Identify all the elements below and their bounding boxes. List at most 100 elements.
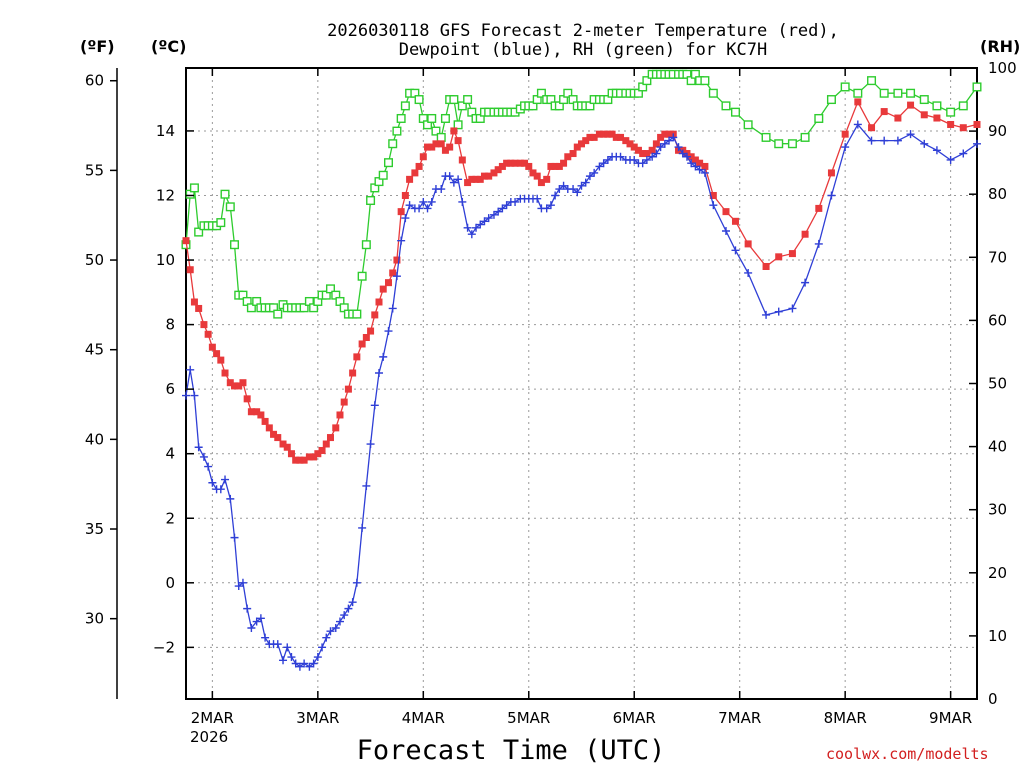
- dewpoint-point: [419, 197, 428, 206]
- dewpoint-point: [480, 217, 489, 226]
- rh-tick-label: 20: [988, 564, 1007, 582]
- dewpoint-point: [261, 633, 270, 642]
- dewpoint-point: [370, 401, 379, 410]
- rh-tick-label: 30: [988, 501, 1007, 519]
- dewpoint-point: [204, 462, 213, 471]
- dewpoint-point: [880, 136, 889, 145]
- temperature-point: [880, 108, 888, 116]
- dewpoint-point: [788, 304, 797, 313]
- dewpoint-point: [208, 478, 217, 487]
- dewpoint-point: [247, 623, 256, 632]
- dewpoint-point: [454, 175, 463, 184]
- temperature-point: [186, 266, 194, 274]
- rh-point: [972, 82, 982, 92]
- temperature-point: [691, 156, 699, 164]
- rh-point: [867, 76, 877, 86]
- temperature-point: [393, 256, 401, 264]
- rh-point: [366, 196, 376, 206]
- temperature-point: [907, 101, 915, 109]
- dewpoint-point: [401, 214, 410, 223]
- dewpoint-point: [642, 155, 651, 164]
- dewpoint-point: [595, 162, 604, 171]
- temperature-point: [235, 382, 243, 390]
- temperature-point: [696, 159, 704, 167]
- dewpoint-point: [691, 162, 700, 171]
- dewpoint-point: [226, 494, 235, 503]
- temperature-point: [604, 130, 612, 138]
- temperature-point: [634, 146, 642, 154]
- rh-tick-label: 0: [988, 690, 998, 708]
- temperature-point: [709, 191, 717, 199]
- dewpoint-point: [827, 191, 836, 200]
- dewpoint-point: [199, 452, 208, 461]
- temperature-point: [305, 453, 313, 461]
- dewpoint-point: [344, 604, 353, 613]
- temperature-point: [322, 440, 330, 448]
- temperature-point: [578, 140, 585, 148]
- temperature-point: [371, 311, 379, 319]
- temperature-point: [300, 456, 308, 464]
- dewpoint-point: [599, 159, 608, 168]
- celsius-tick-label: 12: [156, 186, 175, 204]
- dewpoint-point: [546, 201, 555, 210]
- dewpoint-point: [463, 223, 472, 232]
- rh-point: [826, 95, 836, 105]
- temperature-point: [182, 237, 190, 245]
- dewpoint-point: [331, 623, 340, 632]
- temperature-point: [573, 143, 581, 151]
- series-line-temperature: [185, 100, 978, 461]
- temperature-point: [894, 114, 902, 122]
- series-line-dewpoint: [185, 123, 978, 668]
- rh-point: [225, 202, 235, 212]
- temperature-point: [503, 159, 511, 167]
- rh-point: [906, 88, 916, 98]
- dewpoint-point: [932, 146, 941, 155]
- dewpoint-point: [476, 220, 485, 229]
- temperature-point: [854, 98, 862, 106]
- x-tick-label: 9MAR: [929, 709, 972, 727]
- temperature-point: [292, 456, 300, 464]
- temperature-point: [406, 175, 414, 183]
- fahrenheit-tick-label: 45: [85, 341, 104, 359]
- temperature-point: [560, 159, 568, 167]
- temperature-point: [973, 120, 981, 128]
- rh-point: [392, 126, 402, 136]
- dewpoint-point: [405, 201, 414, 210]
- dewpoint-point: [291, 659, 300, 668]
- temperature-point: [279, 440, 287, 448]
- rh-tick-label: 40: [988, 438, 1007, 456]
- temperature-point: [367, 327, 375, 335]
- temperature-point: [687, 153, 695, 161]
- dewpoint-point: [581, 178, 590, 187]
- temperature-point: [498, 162, 506, 170]
- temperature-point: [827, 169, 835, 177]
- rh-tick-label: 60: [988, 311, 1007, 329]
- dewpoint-point: [358, 523, 367, 532]
- dewpoint-point: [569, 185, 578, 194]
- rh-point: [220, 189, 230, 199]
- dewpoint-point: [252, 617, 261, 626]
- temperature-point: [340, 398, 348, 406]
- unit-fahrenheit-label: (ºF): [80, 37, 115, 56]
- dewpoint-point: [348, 598, 357, 607]
- dewpoint-point: [551, 191, 560, 200]
- temperature-point: [270, 430, 278, 438]
- rh-point: [730, 107, 740, 117]
- rh-tick-label: 70: [988, 248, 1007, 266]
- dewpoint-point: [652, 149, 661, 158]
- dewpoint-point: [437, 185, 446, 194]
- rh-point: [299, 303, 309, 313]
- x-axis-title: Forecast Time (UTC): [357, 735, 666, 766]
- source-credit: coolwx.com/modelts: [826, 745, 989, 763]
- dewpoint-point: [853, 120, 862, 129]
- dewpoint-point: [801, 278, 810, 287]
- temperature-point: [586, 133, 594, 141]
- dewpoint-point: [959, 149, 968, 158]
- temperature-point: [336, 411, 344, 419]
- rh-point: [761, 132, 771, 142]
- dewpoint-point: [366, 440, 375, 449]
- rh-point: [189, 183, 199, 193]
- rh-point: [463, 95, 473, 105]
- dewpoint-point: [340, 611, 349, 620]
- temperature-point: [551, 162, 559, 170]
